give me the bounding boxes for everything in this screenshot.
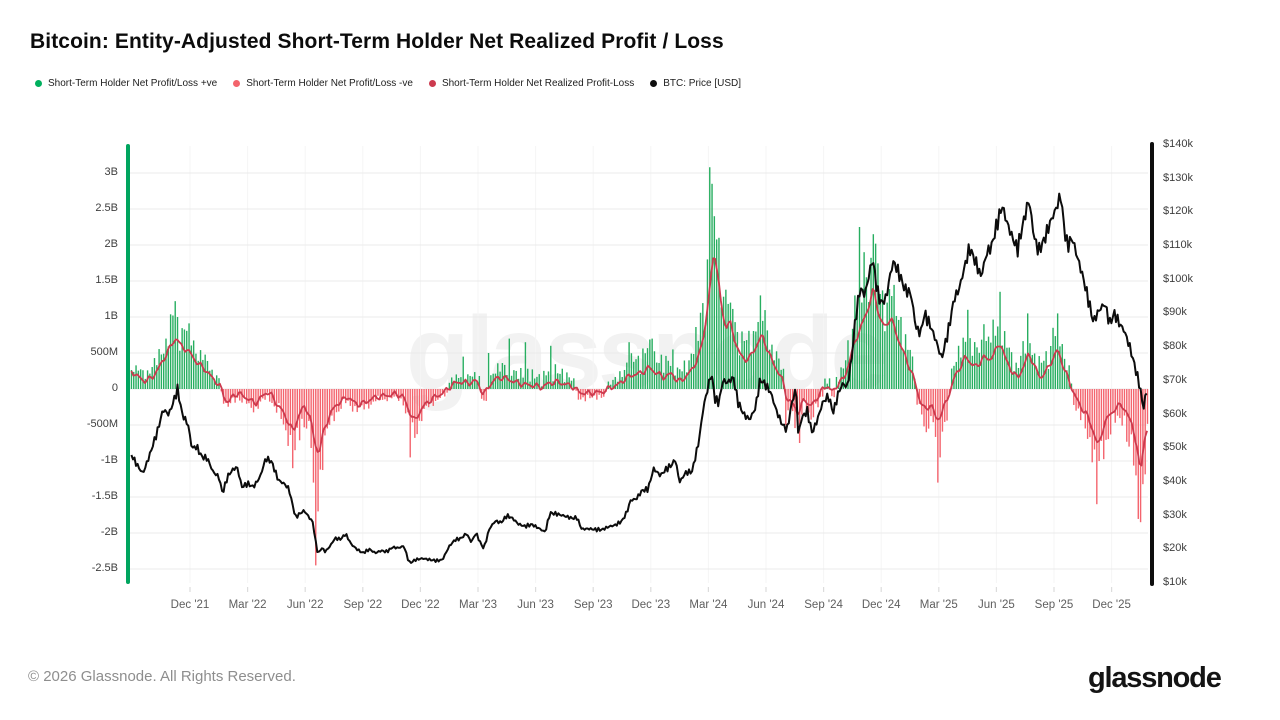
x-tick: Jun '23	[517, 599, 554, 611]
y-tick-right: $140k	[1163, 138, 1193, 150]
page-title: Bitcoin: Entity-Adjusted Short-Term Hold…	[30, 30, 724, 53]
y-tick-left: 1B	[104, 310, 118, 322]
y-tick-left: 0	[111, 382, 118, 394]
red-dot-icon	[233, 80, 241, 87]
y-tick-left: -1.5B	[91, 490, 118, 502]
y-tick-right: $10k	[1163, 576, 1187, 588]
footer-copyright: © 2026 Glassnode. All Rights Reserved.	[28, 668, 296, 685]
x-tick: Dec '23	[631, 599, 671, 611]
legend-item-net-realized[interactable]: Short-Term Holder Net Realized Profit-Lo…	[428, 78, 635, 89]
legend-item-btc-price[interactable]: BTC: Price [USD]	[650, 78, 741, 89]
x-tick: Sep '23	[573, 599, 613, 611]
legend-label: Short-Term Holder Net Profit/Loss +ve	[48, 78, 218, 89]
x-tick: Mar '23	[459, 599, 497, 611]
y-tick-right: $80k	[1163, 340, 1187, 353]
x-tick: Mar '24	[689, 599, 728, 611]
y-tick-right: $50k	[1163, 441, 1187, 454]
y-tick-right: $70k	[1163, 373, 1187, 386]
right-axis-spine	[1150, 142, 1154, 586]
x-tick: Sep '25	[1034, 599, 1074, 611]
y-tick-left: 500M	[90, 346, 118, 358]
y-tick-left: 2.5B	[95, 202, 118, 214]
x-tick: Dec '21	[170, 599, 210, 611]
y-tick-right: $30k	[1163, 508, 1187, 521]
x-tick: Jun '24	[747, 599, 785, 611]
left-axis-spine	[126, 144, 130, 584]
y-tick-left: 1.5B	[95, 274, 118, 286]
y-tick-left: 3B	[104, 166, 118, 178]
x-tick: Dec '22	[401, 599, 440, 611]
x-tick: Mar '22	[228, 599, 267, 611]
x-tick: Sep '22	[343, 599, 383, 611]
legend-label: Short-Term Holder Net Realized Profit-Lo…	[441, 78, 635, 89]
chart-canvas[interactable]	[128, 140, 1154, 592]
x-tick: Jun '22	[286, 599, 324, 611]
y-tick-left: -2.5B	[91, 562, 118, 574]
y-tick-right: $120k	[1163, 205, 1193, 218]
legend-item-sth-profit-positive[interactable]: Short-Term Holder Net Profit/Loss +ve	[35, 78, 217, 89]
y-tick-left: 2B	[104, 238, 118, 250]
green-dot-icon	[35, 80, 42, 87]
y-tick-right: $90k	[1163, 306, 1187, 319]
y-tick-right: $130k	[1163, 171, 1193, 184]
x-tick: Mar '25	[919, 599, 958, 611]
y-tick-right: $100k	[1163, 272, 1193, 285]
y-tick-left: -500M	[86, 418, 118, 430]
x-tick: Jun '25	[978, 599, 1015, 611]
legend-item-sth-profit-negative[interactable]: Short-Term Holder Net Profit/Loss -ve	[233, 78, 413, 89]
y-tick-right: $60k	[1163, 407, 1187, 420]
x-tick: Dec '24	[861, 599, 901, 611]
y-tick-left: -2B	[100, 526, 118, 538]
legend-label: Short-Term Holder Net Profit/Loss -ve	[246, 78, 413, 89]
y-tick-left: -1B	[100, 454, 118, 466]
black-dot-icon	[650, 80, 658, 87]
y-tick-right: $40k	[1163, 474, 1187, 487]
y-tick-right: $20k	[1163, 542, 1187, 555]
legend-label: BTC: Price [USD]	[663, 78, 742, 89]
dark-red-dot-icon	[428, 80, 436, 87]
glassnode-logo: glassnode	[1088, 662, 1222, 694]
y-tick-right: $110k	[1163, 239, 1193, 252]
x-tick: Sep '24	[804, 599, 843, 611]
x-tick: Dec '25	[1092, 599, 1131, 611]
legend: Short-Term Holder Net Profit/Loss +ve Sh…	[35, 78, 741, 89]
